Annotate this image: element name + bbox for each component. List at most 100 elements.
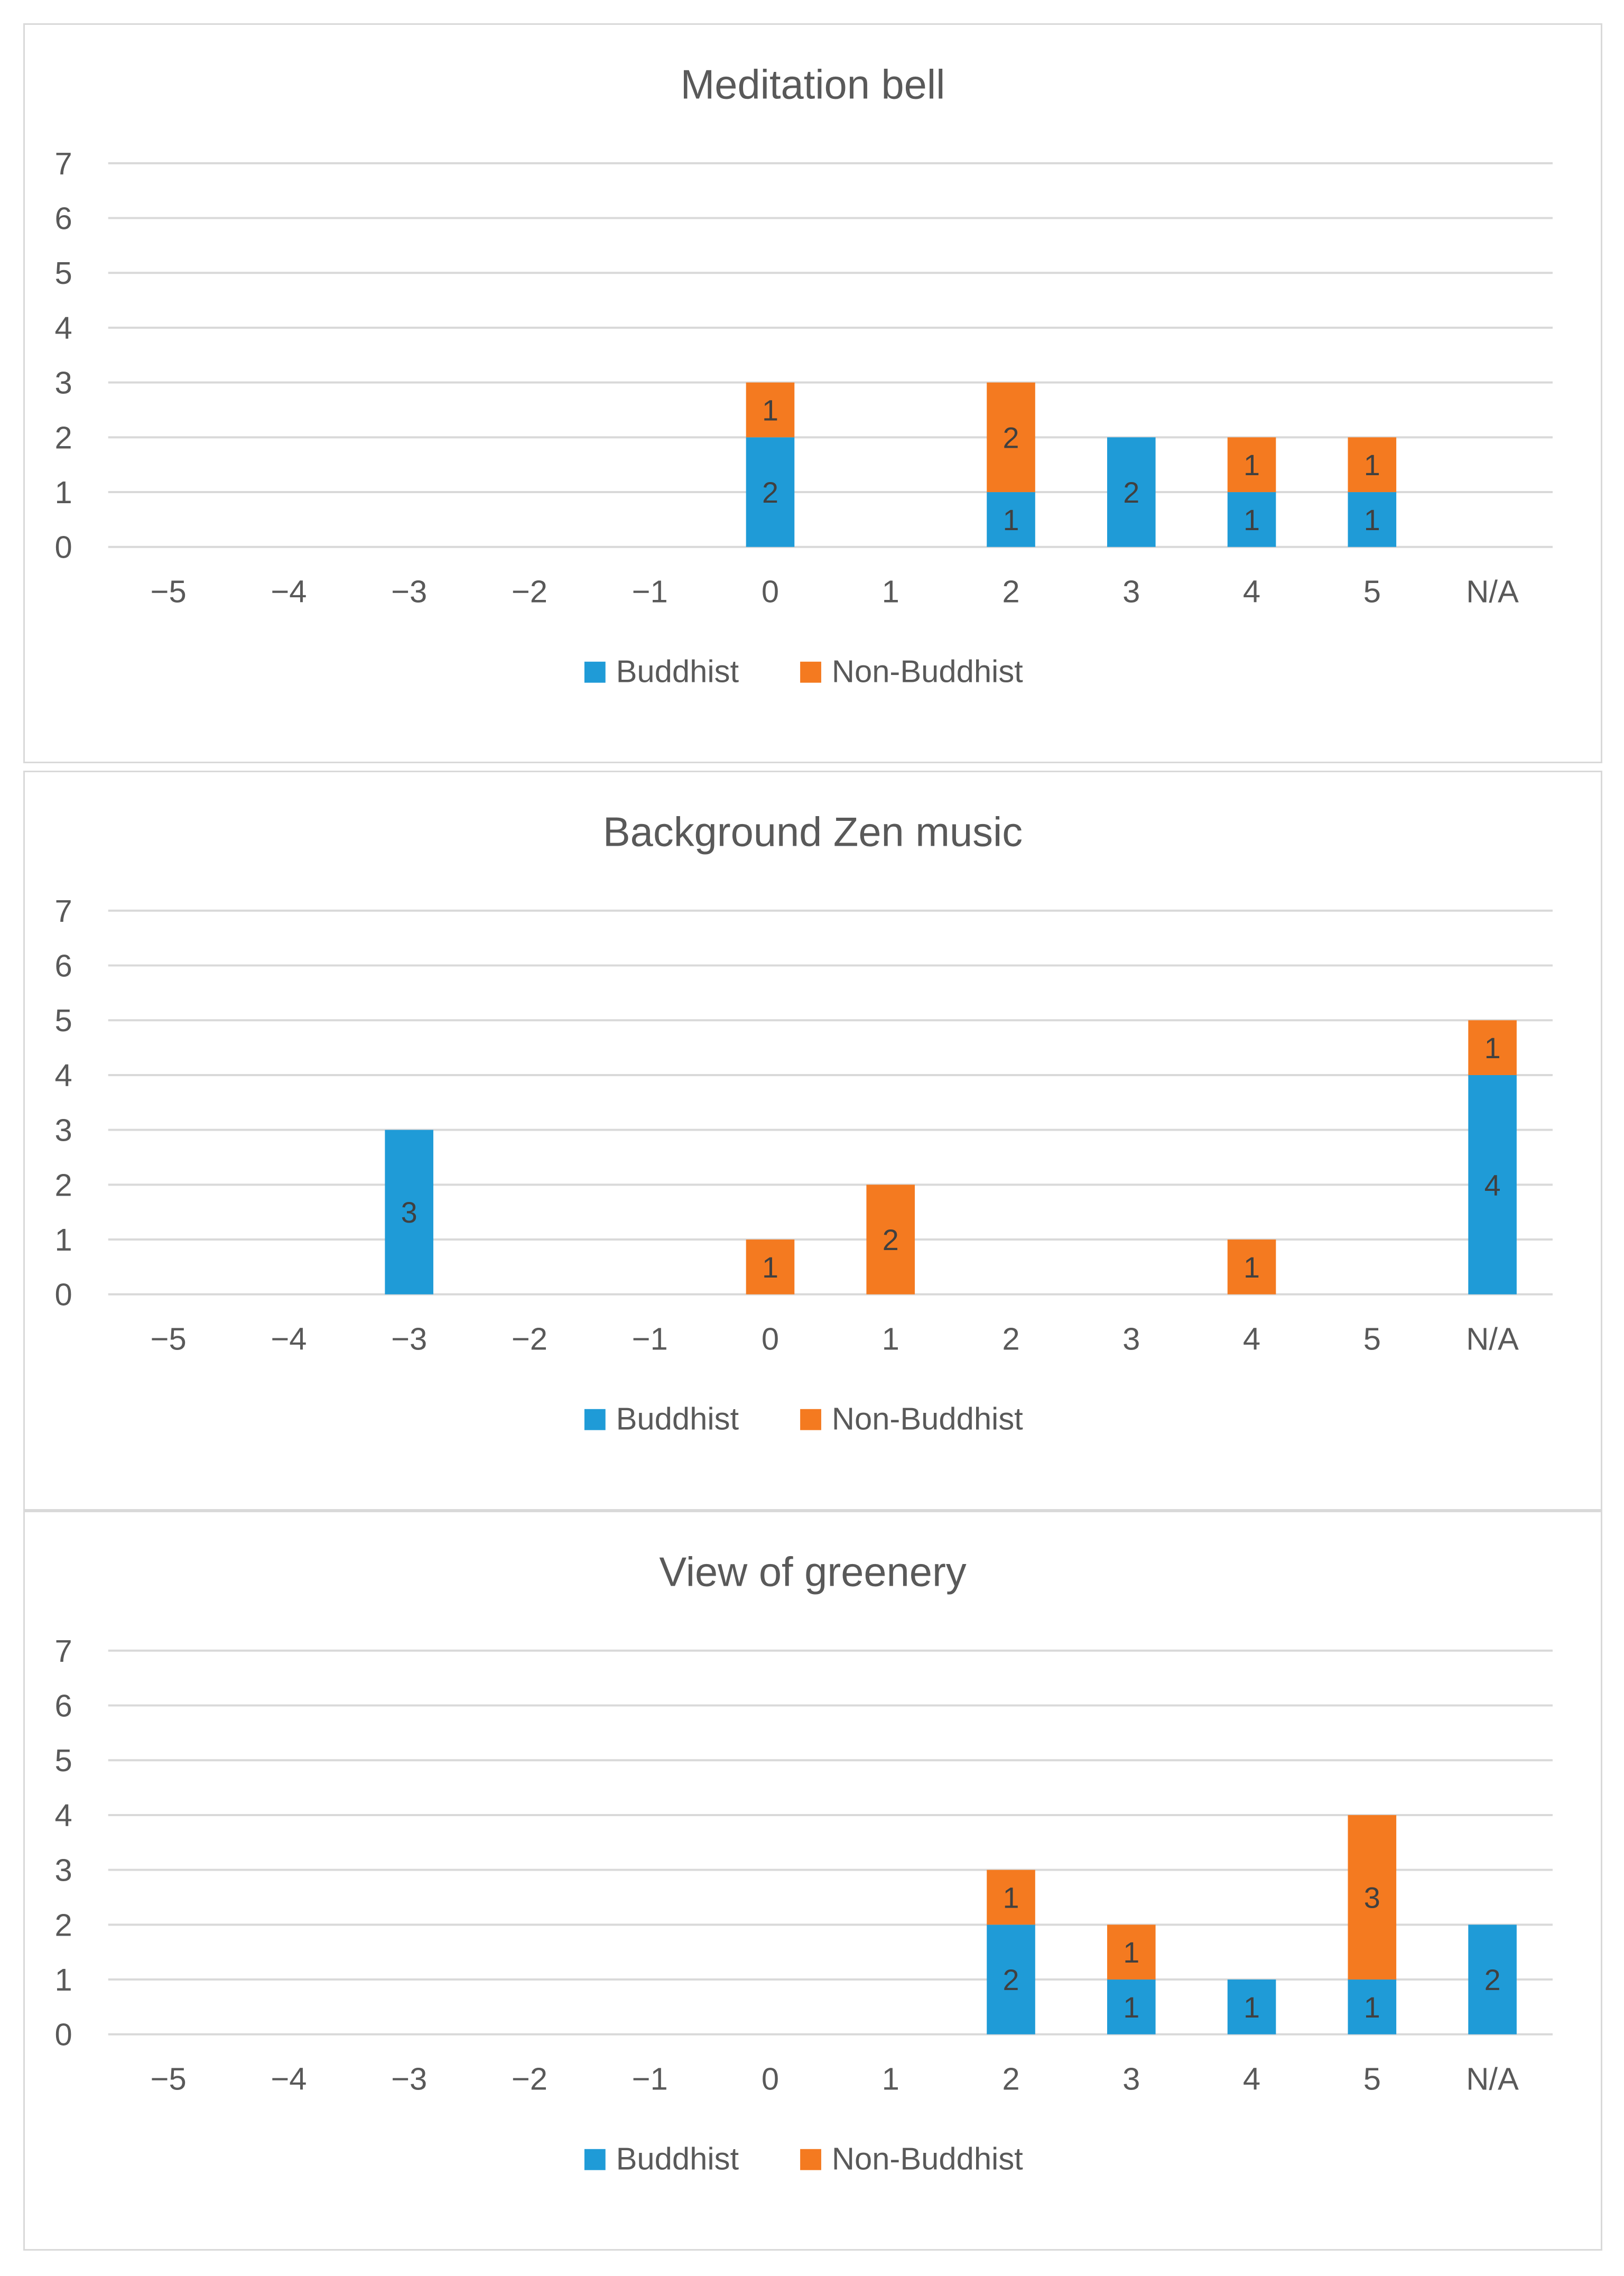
- x-tick-label: −5: [151, 573, 187, 609]
- bar-non-buddhist: [1227, 1239, 1276, 1294]
- y-tick-label: 3: [54, 1853, 72, 1888]
- x-tick-label: 3: [1122, 573, 1140, 609]
- x-tick-label: 2: [1002, 2061, 1019, 2096]
- legend-swatch-buddhist: [584, 1409, 606, 1430]
- data-label: 1: [1003, 504, 1019, 536]
- y-tick-label: 3: [54, 365, 72, 401]
- bar-non-buddhist: [987, 382, 1035, 493]
- data-label: 1: [1003, 1881, 1019, 1914]
- y-tick-label: 4: [54, 310, 72, 346]
- chart-title: Background Zen music: [603, 809, 1023, 855]
- bar-buddhist: [1468, 1925, 1517, 2034]
- x-tick-label: −4: [271, 573, 307, 609]
- bar-buddhist: [1227, 1979, 1276, 2034]
- legend-label: Buddhist: [616, 654, 739, 689]
- x-tick-label: −3: [391, 573, 427, 609]
- y-tick-label: 0: [54, 530, 72, 565]
- data-label: 2: [1484, 1964, 1501, 1996]
- data-label: 4: [1484, 1169, 1501, 1201]
- x-tick-label: 5: [1363, 2061, 1381, 2096]
- bar-non-buddhist: [987, 1870, 1035, 1925]
- data-label: 1: [1364, 504, 1380, 536]
- legend-swatch-non-buddhist: [800, 661, 821, 683]
- x-tick-label: −3: [391, 2061, 427, 2096]
- data-label: 1: [1243, 449, 1260, 482]
- data-label: 3: [1364, 1881, 1380, 1914]
- y-tick-label: 1: [54, 1962, 72, 1997]
- x-tick-label: −1: [632, 2061, 668, 2096]
- x-tick-label: −3: [391, 1321, 427, 1356]
- y-tick-label: 3: [54, 1113, 72, 1148]
- y-tick-label: 0: [54, 2017, 72, 2052]
- bar-non-buddhist: [1468, 1020, 1517, 1075]
- y-tick-label: 6: [54, 1688, 72, 1723]
- y-tick-label: 6: [54, 948, 72, 983]
- data-label: 3: [401, 1196, 417, 1229]
- legend-swatch-buddhist: [584, 2149, 606, 2170]
- bar-buddhist: [987, 1925, 1035, 2034]
- y-tick-label: 4: [54, 1058, 72, 1093]
- data-label: 1: [1243, 504, 1260, 536]
- x-tick-label: 2: [1002, 573, 1019, 609]
- y-tick-label: 1: [54, 475, 72, 510]
- chart-title: View of greenery: [659, 1549, 966, 1595]
- x-tick-label: N/A: [1466, 2061, 1519, 2096]
- bar-non-buddhist: [1107, 1925, 1156, 1980]
- x-tick-label: 3: [1122, 2061, 1140, 2096]
- x-tick-label: 5: [1363, 1321, 1381, 1356]
- x-tick-label: 5: [1363, 573, 1381, 609]
- x-tick-label: 4: [1243, 2061, 1260, 2096]
- y-tick-label: 5: [54, 255, 72, 291]
- data-label: 1: [1484, 1032, 1501, 1065]
- legend-label: Non-Buddhist: [832, 654, 1023, 689]
- x-tick-label: 4: [1243, 1321, 1260, 1356]
- y-tick-label: 2: [54, 420, 72, 455]
- y-tick-label: 1: [54, 1222, 72, 1257]
- y-tick-label: 7: [54, 1633, 72, 1669]
- x-tick-label: −4: [271, 2061, 307, 2096]
- bar-buddhist: [1348, 492, 1397, 547]
- data-label: 1: [1364, 449, 1380, 482]
- x-tick-label: −2: [512, 1321, 547, 1356]
- x-tick-label: −4: [271, 1321, 307, 1356]
- bar-non-buddhist: [1348, 1815, 1397, 1980]
- y-tick-label: 2: [54, 1907, 72, 1942]
- x-tick-label: 1: [882, 1321, 899, 1356]
- y-tick-label: 4: [54, 1798, 72, 1833]
- bar-buddhist: [1468, 1075, 1517, 1294]
- x-tick-label: −5: [151, 2061, 187, 2096]
- data-label: 1: [1123, 1991, 1139, 2024]
- bar-buddhist: [1348, 1979, 1397, 2034]
- y-tick-label: 5: [54, 1003, 72, 1038]
- x-tick-label: −1: [632, 1321, 668, 1356]
- data-label: 1: [1243, 1251, 1260, 1284]
- x-tick-label: 0: [762, 1321, 779, 1356]
- x-tick-label: −1: [632, 573, 668, 609]
- data-label: 1: [762, 1251, 778, 1284]
- x-tick-label: 2: [1002, 1321, 1019, 1356]
- bar-non-buddhist: [746, 382, 795, 438]
- y-tick-label: 7: [54, 146, 72, 181]
- data-label: 2: [1123, 476, 1139, 509]
- chart-svg: View of greenery 0 1 2 3 4 5 6 7 −5 −4 −3 −2 −1 0 1 2 3 4 5…: [54, 1549, 1553, 2177]
- y-tick-label: 5: [54, 1743, 72, 1778]
- x-tick-label: 0: [762, 2061, 779, 2096]
- bar-non-buddhist: [1348, 437, 1397, 493]
- legend-label: Buddhist: [616, 2141, 739, 2177]
- x-tick-label: N/A: [1466, 1321, 1519, 1356]
- chart-title: Meditation bell: [681, 62, 945, 107]
- chart-panel-background-zen-music: Background Zen music 0 1 2 3 4 5 6 7 −5 −4 −3 −2 −1 0 1…: [23, 771, 1602, 1511]
- data-label: 2: [1003, 421, 1019, 454]
- x-tick-label: 4: [1243, 573, 1260, 609]
- bar-non-buddhist: [746, 1239, 795, 1294]
- x-tick-label: 1: [882, 2061, 899, 2096]
- bar-buddhist: [987, 492, 1035, 547]
- data-label: 1: [1243, 1991, 1260, 2024]
- x-tick-label: 1: [882, 573, 899, 609]
- x-tick-label: −2: [512, 573, 547, 609]
- legend-label: Buddhist: [616, 1401, 739, 1437]
- data-label: 2: [1003, 1964, 1019, 1996]
- y-tick-label: 0: [54, 1277, 72, 1312]
- x-tick-label: −5: [151, 1321, 187, 1356]
- legend-swatch-non-buddhist: [800, 1409, 821, 1430]
